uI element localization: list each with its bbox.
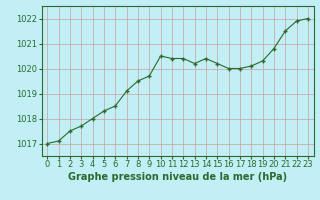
X-axis label: Graphe pression niveau de la mer (hPa): Graphe pression niveau de la mer (hPa) — [68, 172, 287, 182]
